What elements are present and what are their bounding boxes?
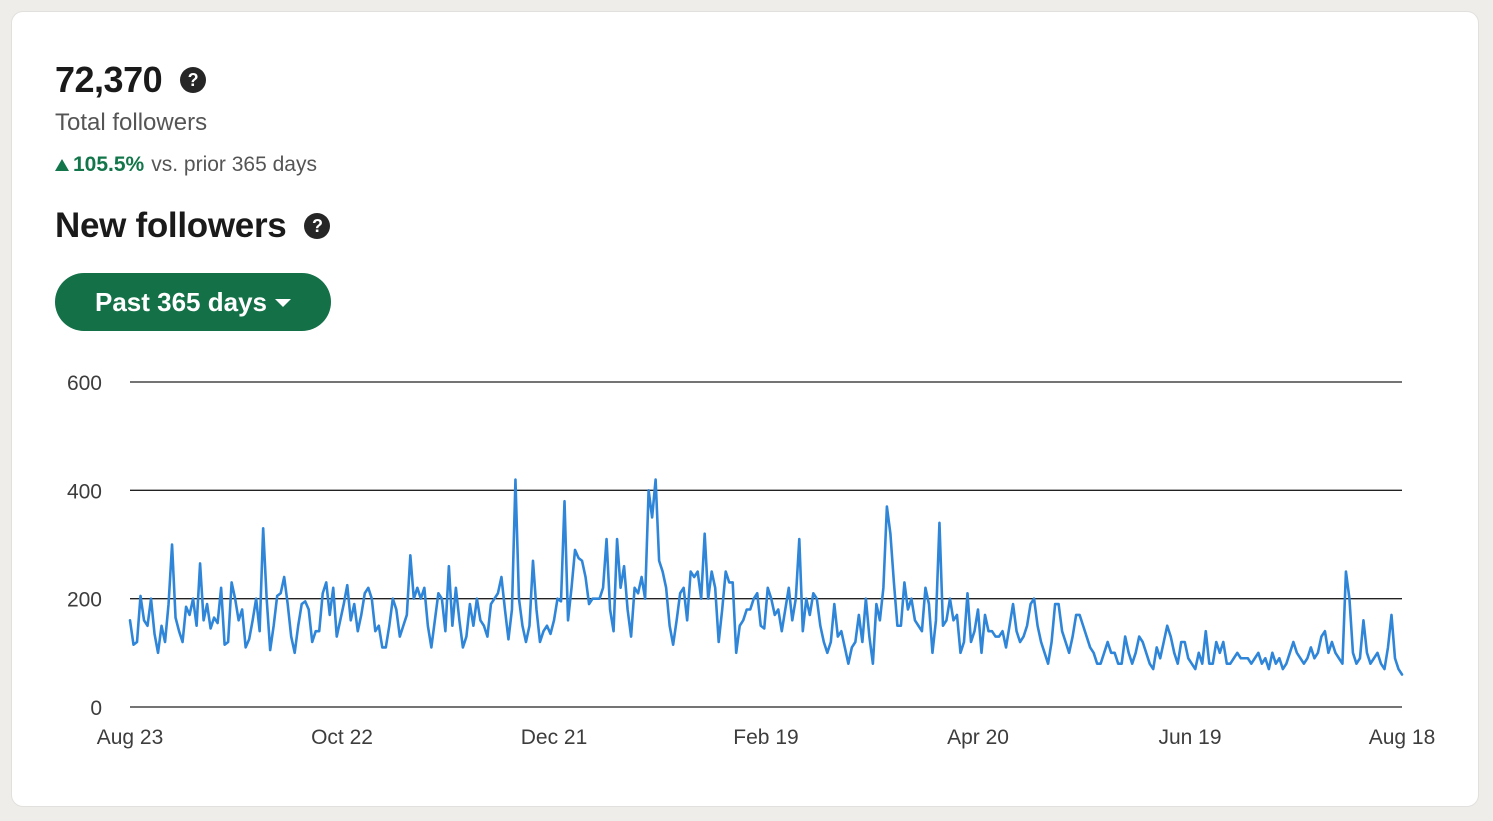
total-followers-help-icon[interactable]: ? — [180, 67, 207, 93]
followers-card: 72,370 ? Total followers 105.5% vs. prio… — [11, 11, 1479, 807]
trend-up-icon — [55, 159, 69, 171]
x-tick-label: Feb 19 — [733, 726, 798, 749]
new-followers-help-icon[interactable]: ? — [304, 212, 331, 239]
new-followers-line-chart: 0 200 400 600 Aug 23 Oct 22 Dec 21 Feb 19 Apr 20… — [67, 372, 1436, 749]
caret-down-icon — [275, 299, 291, 307]
x-tick-label: Aug 23 — [97, 726, 164, 749]
x-tick-label: Dec 21 — [521, 726, 588, 749]
y-tick-label: 0 — [90, 697, 102, 720]
time-range-dropdown[interactable]: Past 365 days — [55, 273, 331, 331]
total-followers-row: 72,370 ? — [55, 59, 207, 100]
y-tick-label: 600 — [67, 372, 102, 395]
new-followers-header: New followers ? — [55, 206, 331, 245]
x-tick-label: Oct 22 — [311, 726, 373, 749]
x-tick-label: Jun 19 — [1158, 726, 1221, 749]
x-tick-label: Aug 18 — [1369, 726, 1436, 749]
followers-change-row: 105.5% vs. prior 365 days — [55, 153, 317, 177]
y-tick-label: 400 — [67, 480, 102, 503]
change-percent: 105.5% — [73, 153, 145, 176]
time-range-label: Past 365 days — [94, 286, 267, 317]
series-line-0 — [128, 478, 1404, 676]
new-followers-title: New followers — [55, 206, 287, 245]
total-followers-label: Total followers — [55, 109, 208, 136]
change-comparison-text: vs. prior 365 days — [151, 153, 317, 176]
x-tick-label: Apr 20 — [947, 726, 1009, 749]
total-followers-value: 72,370 — [55, 59, 163, 100]
y-tick-label: 200 — [67, 589, 102, 612]
